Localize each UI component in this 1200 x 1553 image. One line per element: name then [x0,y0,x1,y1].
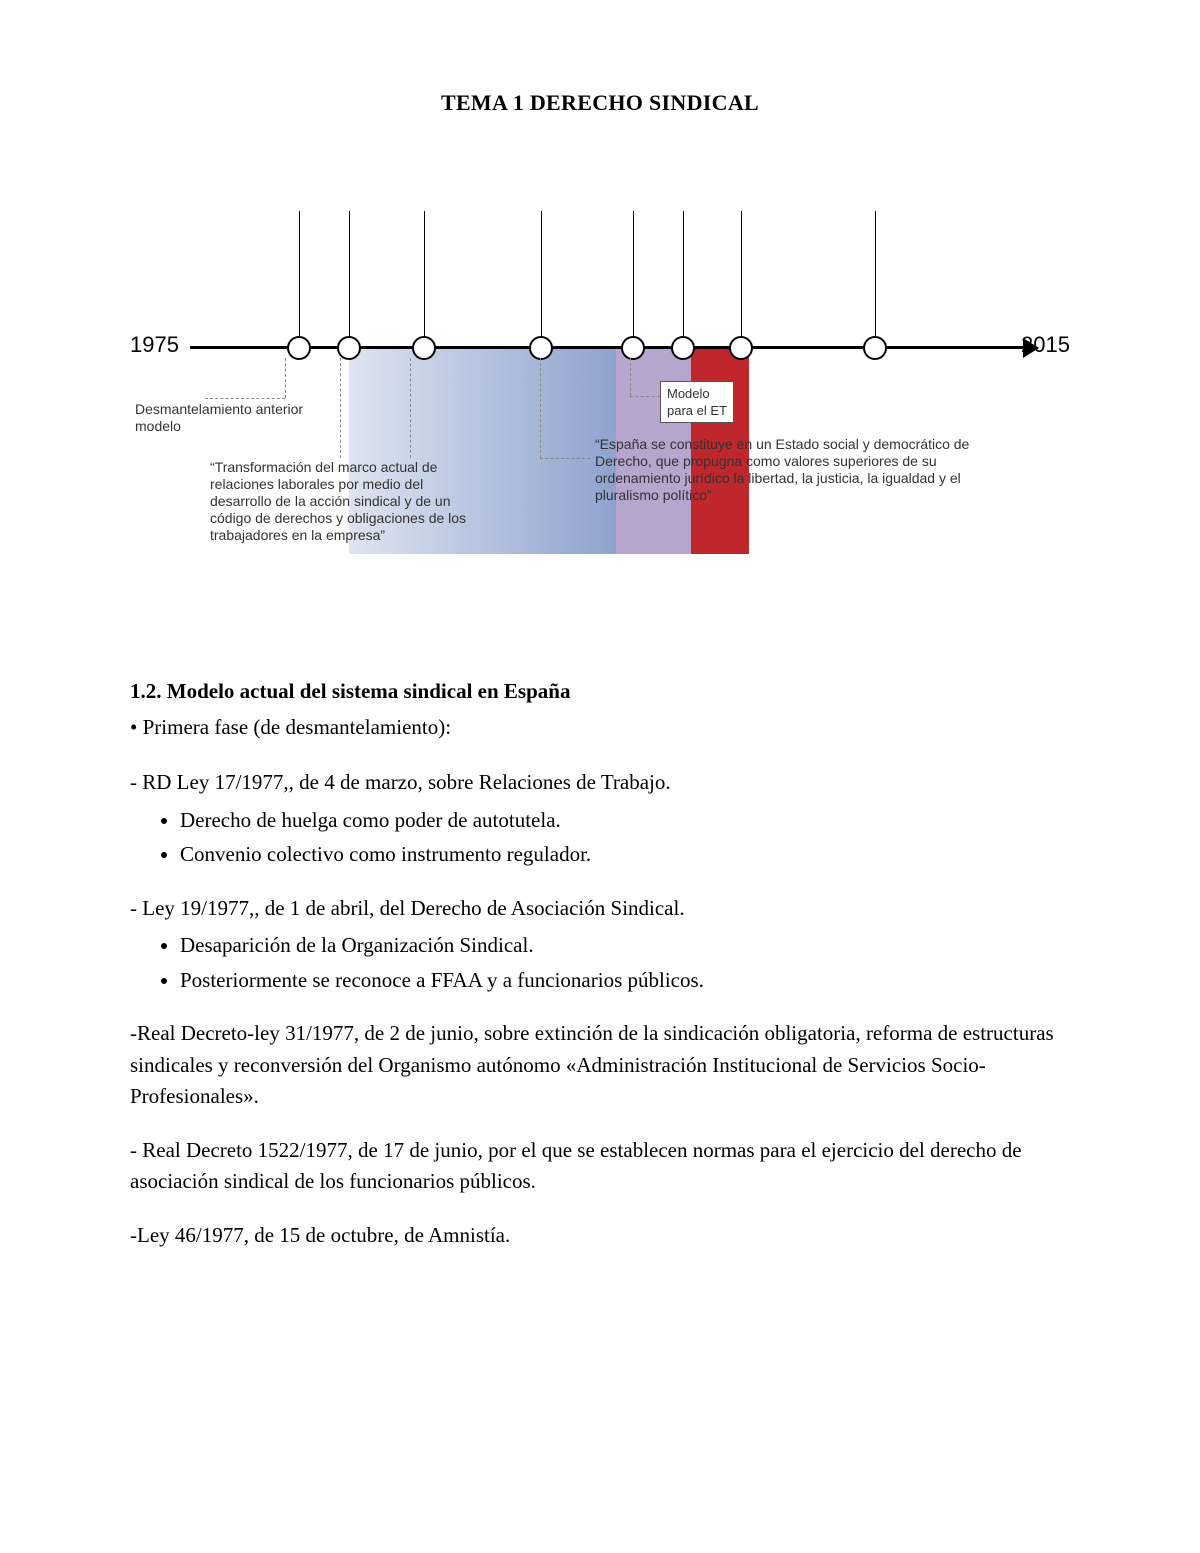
leader-line [340,358,341,458]
event-dot [729,336,753,360]
event-stem [299,211,300,338]
caption-modelo-et: Modelo para el ET [660,381,734,423]
text-paragraph: -Real Decreto-ley 31/1977, de 2 de junio… [130,1018,1070,1113]
event-dot [529,336,553,360]
event-dot [863,336,887,360]
caption-quote-espana: “España se constituye en un Estado socia… [595,436,969,504]
timeline-diagram: 1975 2015 RD Ley 17/1977, sobre Relacion… [130,156,1070,636]
document-page: TEMA 1 DERECHO SINDICAL 1975 2015 RD Ley… [0,0,1200,1553]
event-dot [621,336,645,360]
event-stem [349,211,350,338]
leader-line [630,358,631,396]
sub-list: Derecho de huelga como poder de autotute… [180,805,1070,871]
event-dot [337,336,361,360]
sub-list: Desaparición de la Organización Sindical… [180,930,1070,996]
text-line: - RD Ley 17/1977,, de 4 de marzo, sobre … [130,767,1070,799]
list-item: Derecho de huelga como poder de autotute… [180,805,1070,837]
event-stem [633,211,634,338]
leader-line [540,358,541,458]
list-item: Posteriormente se reconoce a FFAA y a fu… [180,965,1070,997]
text-line: • Primera fase (de desmantelamiento): [130,712,1070,744]
event-stem [875,211,876,338]
list-item: Convenio colectivo como instrumento regu… [180,839,1070,871]
text-line: - Ley 19/1977,, de 1 de abril, del Derec… [130,893,1070,925]
list-item: Desaparición de la Organización Sindical… [180,930,1070,962]
timeline-year-start: 1975 [130,332,179,358]
leader-line [630,396,660,397]
event-stem [683,211,684,338]
event-dot [287,336,311,360]
leader-line [205,398,285,399]
event-dot [671,336,695,360]
event-dot [412,336,436,360]
event-stem [424,211,425,338]
text-line: -Ley 46/1977, de 15 de octubre, de Amnis… [130,1220,1070,1252]
leader-line [285,358,286,398]
timeline-events: RD Ley 17/1977, sobre Relaciones de Trab… [190,156,1025,636]
section-heading: 1.2. Modelo actual del sistema sindical … [130,676,1070,708]
leader-line [410,358,411,458]
event-stem [541,211,542,338]
text-paragraph: - Real Decreto 1522/1977, de 17 de junio… [130,1135,1070,1198]
document-body: 1.2. Modelo actual del sistema sindical … [130,676,1070,1251]
event-stem [741,211,742,338]
page-title: TEMA 1 DERECHO SINDICAL [130,90,1070,116]
caption-desmantelamiento: Desmantelamiento anterior modelo [135,401,303,435]
leader-line [540,458,590,459]
caption-quote-transformacion: “Transformación del marco actual de rela… [210,459,466,544]
